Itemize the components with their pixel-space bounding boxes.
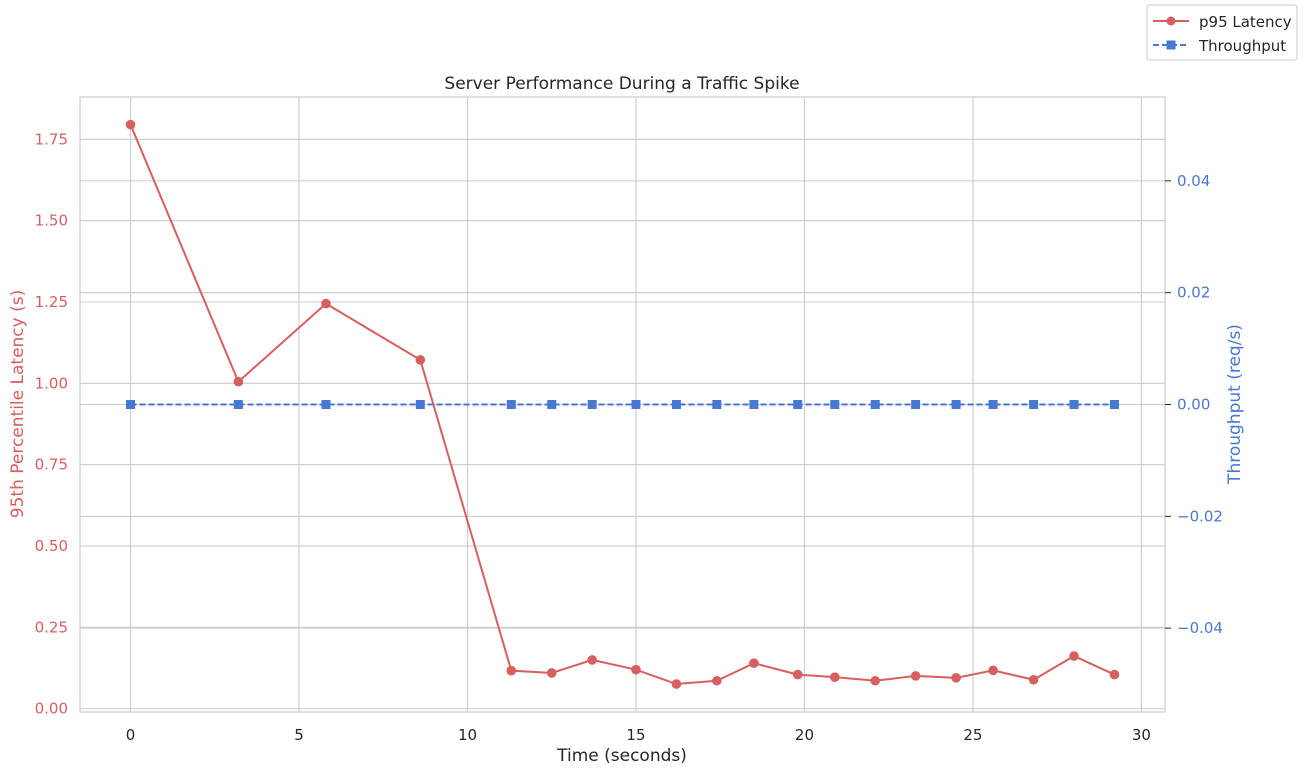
chart-title: Server Performance During a Traffic Spik… [444,74,799,94]
right-y-axis: −0.04 −0.02 0.00 0.02 0.04 [1165,172,1223,637]
data-point-throughput [870,400,880,409]
data-point-p95-latency [749,658,759,668]
legend-entry-throughput: Throughput [1153,37,1286,55]
y-right-tick-label: −0.02 [1177,507,1223,525]
data-point-p95-latency [910,671,921,681]
y-right-tick-label: 0.00 [1177,396,1210,414]
left-y-axis-title: 95th Percentile Latency (s) [8,290,28,518]
y-left-tick-label: 0.00 [35,700,68,718]
data-point-p95-latency [587,655,597,665]
data-point-throughput [631,400,641,409]
legend-box [1146,4,1298,61]
legend-marker-p95-latency [1166,16,1176,26]
data-point-throughput [126,400,136,409]
data-point-throughput [1109,400,1119,409]
x-tick-label: 25 [963,726,982,744]
legend-label-throughput: Throughput [1198,37,1286,55]
data-point-p95-latency [1109,669,1120,680]
data-point-p95-latency [792,669,803,680]
data-point-throughput [830,400,840,409]
x-tick-label: 5 [294,726,304,744]
y-left-tick-label: 1.25 [35,293,68,311]
data-point-p95-latency [1028,674,1039,685]
data-point-throughput [951,400,961,409]
data-point-p95-latency [233,376,244,387]
left-y-axis: 0.00 0.25 0.50 0.75 1.00 1.25 1.50 1.75 [35,130,68,717]
data-point-p95-latency [870,675,881,686]
y-left-tick-label: 0.50 [35,537,68,555]
data-point-p95-latency [988,665,998,676]
data-point-throughput [1029,400,1039,409]
data-point-p95-latency [506,665,517,676]
series-layer [125,119,1120,689]
y-right-tick-label: 0.02 [1177,284,1210,302]
legend-label-p95-latency: p95 Latency [1199,13,1292,31]
data-point-p95-latency [631,664,641,675]
series-line-p95-latency [129,124,1115,686]
y-left-tick-label: 1.75 [35,130,68,148]
x-tick-label: 15 [626,726,645,744]
data-point-throughput [988,400,998,409]
x-tick-label: 20 [795,726,814,744]
x-axis-title: Time (seconds) [556,746,687,766]
data-point-throughput [233,400,243,409]
data-point-throughput [506,400,516,409]
data-point-p95-latency [1069,651,1079,661]
legend-marker-throughput [1166,40,1176,50]
data-point-throughput [547,400,557,409]
data-point-p95-latency [321,298,331,309]
data-point-throughput [587,400,597,409]
y-right-tick-label: 0.04 [1177,172,1210,190]
legend-entry-p95-latency: p95 Latency [1153,13,1292,31]
right-y-axis-title: Throughput (req/s) [1225,324,1245,485]
data-point-p95-latency [829,672,840,682]
y-left-tick-label: 1.50 [35,212,68,230]
data-point-throughput [321,400,331,409]
data-point-p95-latency [671,679,682,689]
x-tick-label: 0 [126,726,136,744]
y-left-tick-label: 0.75 [35,456,68,474]
data-point-p95-latency [951,673,961,683]
data-point-throughput [793,400,803,409]
y-left-tick-label: 0.25 [35,618,68,636]
x-tick-label: 30 [1132,726,1151,744]
data-point-throughput [712,400,722,409]
y-right-tick-label: −0.04 [1177,619,1223,637]
legend: p95 Latency Throughput [1146,4,1298,61]
data-point-throughput [911,400,921,409]
data-point-throughput [749,400,759,409]
data-point-throughput [671,400,681,409]
x-tick-label: 10 [458,726,477,744]
y-left-tick-label: 1.00 [35,374,68,392]
data-point-p95-latency [546,668,557,678]
x-axis: 0 5 10 15 20 25 30 [126,726,1151,744]
data-point-p95-latency [712,675,722,686]
data-point-throughput [1069,400,1079,409]
data-point-throughput [415,400,425,409]
data-point-p95-latency [125,119,136,130]
data-point-p95-latency [415,355,426,365]
